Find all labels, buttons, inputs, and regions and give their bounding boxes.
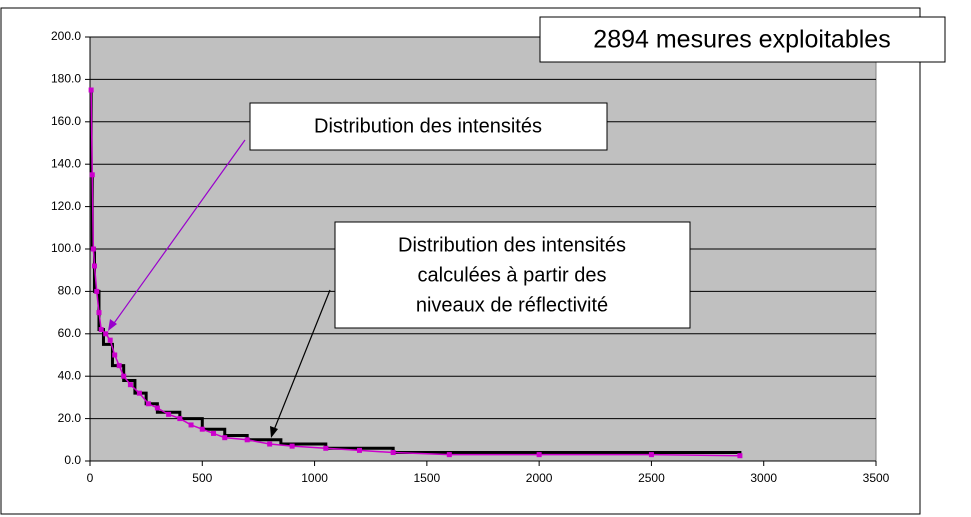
- point: [244, 437, 250, 443]
- annotation-box: [334, 221, 691, 329]
- annotation: 2894 mesures exploitables: [593, 26, 890, 54]
- arrowhead: [270, 426, 278, 438]
- point: [446, 452, 452, 458]
- y-tick-label: 200.0: [51, 29, 81, 43]
- point: [94, 288, 100, 294]
- point: [121, 373, 127, 379]
- x-tick-label: 500: [192, 471, 212, 485]
- point: [188, 422, 194, 428]
- annotation: niveaux de réflectivité: [416, 294, 608, 316]
- x-tick-label: 1500: [414, 471, 441, 485]
- point: [136, 390, 142, 396]
- y-tick-label: 40.0: [58, 368, 82, 382]
- point: [90, 246, 96, 252]
- point: [267, 441, 273, 447]
- y-tick-label: 180.0: [51, 72, 81, 86]
- point: [356, 447, 362, 453]
- point: [323, 445, 329, 451]
- y-tick-label: 0.0: [64, 453, 81, 467]
- point: [89, 172, 95, 178]
- point: [116, 363, 122, 369]
- y-tick-label: 140.0: [51, 156, 81, 170]
- x-tick-label: 1000: [301, 471, 328, 485]
- point: [166, 411, 172, 417]
- point: [536, 452, 542, 458]
- point: [154, 405, 160, 411]
- x-tick-label: 0: [87, 471, 94, 485]
- point: [107, 337, 113, 343]
- y-tick-label: 100.0: [51, 241, 81, 255]
- annotation: calculées à partir des: [418, 264, 607, 286]
- point: [103, 331, 109, 337]
- point: [96, 310, 102, 316]
- series-line: [90, 89, 740, 457]
- annotation: Distribution des intensités: [398, 234, 626, 256]
- point: [289, 443, 295, 449]
- arrowhead: [108, 319, 117, 331]
- point: [222, 435, 228, 441]
- point: [91, 263, 97, 269]
- point: [112, 352, 118, 358]
- y-tick-label: 120.0: [51, 199, 81, 213]
- annotation-box: [249, 102, 608, 151]
- x-tick-label: 2500: [638, 471, 665, 485]
- y-tick-label: 20.0: [58, 411, 82, 425]
- point: [199, 426, 205, 432]
- point: [98, 327, 104, 333]
- annotation: Distribution des intensités: [314, 115, 542, 137]
- y-tick-label: 160.0: [51, 114, 81, 128]
- annotation-box: [539, 16, 946, 63]
- y-tick-label: 80.0: [58, 284, 82, 298]
- point: [127, 382, 133, 388]
- point: [648, 452, 654, 458]
- point: [211, 430, 217, 436]
- arrow: [111, 139, 246, 327]
- x-tick-label: 2000: [526, 471, 553, 485]
- point: [177, 416, 183, 422]
- x-tick-label: 3500: [863, 471, 890, 485]
- arrow: [273, 289, 331, 431]
- x-tick-label: 3000: [750, 471, 777, 485]
- point: [145, 401, 151, 407]
- point: [737, 453, 743, 459]
- y-tick-label: 60.0: [58, 326, 82, 340]
- point: [88, 87, 94, 93]
- point: [390, 450, 396, 456]
